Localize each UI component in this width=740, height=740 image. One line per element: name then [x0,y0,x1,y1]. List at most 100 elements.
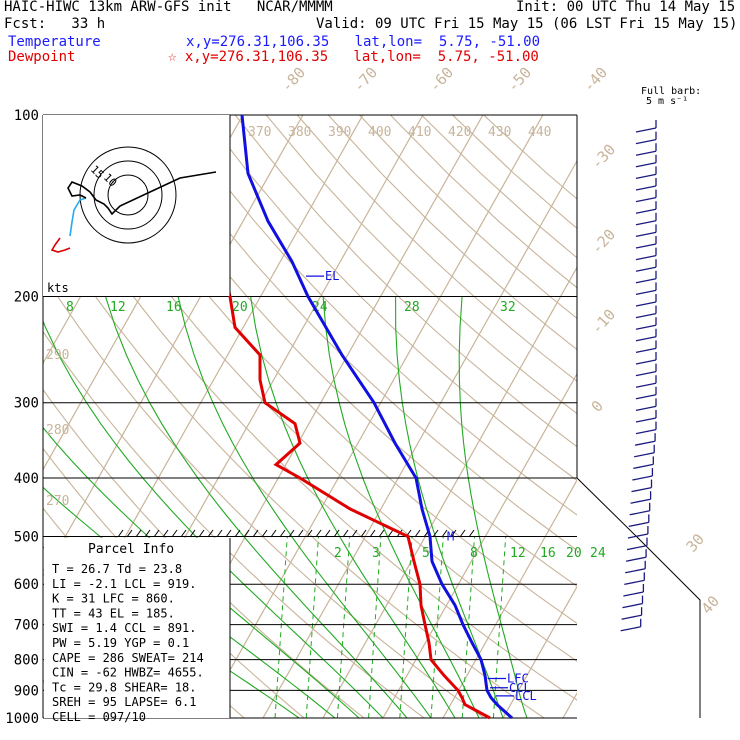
parcel-info-row: T = 26.7 Td = 23.8 [52,562,182,576]
hodograph-trace-low [50,237,71,253]
mixing-ratio-line [399,536,413,718]
pressure-tick-label: 600 [14,577,39,593]
temperature-legend: Temperature [8,34,101,50]
pressure-tick-label: 700 [14,618,39,634]
moist-adiabat [395,296,504,718]
wind-barb-staff [635,347,657,354]
wind-barb [635,143,657,156]
hatch-mark [297,529,304,538]
parcel-info-row: TT = 43 EL = 185. [52,606,175,620]
isotherm-label: -70 [350,63,382,95]
dry-adiabat [43,273,485,718]
wind-barb [635,410,657,423]
mixing-ratio-label-lower: 12 [510,546,526,561]
wind-barb-staff [629,510,650,516]
parcel-info-row: CIN = -62 HWBZ= 4655. [52,666,204,680]
mixing-ratio-line [461,536,475,718]
wind-barb [635,317,657,330]
hatch-mark [243,529,250,538]
temperature-profile [240,114,513,720]
hatch-mark [369,529,376,538]
wind-barb [635,224,657,238]
wind-barb-staff [622,602,643,609]
wind-barb [635,120,657,133]
init-time: Init: 00 UTC Thu 14 May 15 [516,0,736,15]
hatch-mark [459,529,466,538]
pressure-tick-label: 300 [14,396,39,412]
barb-panel-edge [576,477,701,718]
wind-barb-staff [635,312,657,319]
mixing-ratio-line [336,536,351,718]
wind-barb-staff [635,278,657,284]
wind-barb [628,514,650,528]
pressure-tick-label: 500 [14,529,39,545]
dry-adiabat [390,115,577,289]
isotherm-line [262,159,577,718]
wind-barb-staff [625,556,647,562]
theta-label: 400 [368,125,391,140]
wind-barb [622,595,644,609]
wind-barb-staff [635,231,657,238]
wind-barb [623,584,645,597]
parcel-info-row: SWI = 1.4 CCL = 891. [52,621,197,635]
wind-barb [635,398,657,412]
wind-barb [635,421,657,435]
wind-barb-staff [635,243,657,249]
hatch-mark [441,529,448,538]
theta-label: 380 [288,125,311,140]
wind-barb-staff [635,405,657,412]
wind-barb-staff [635,289,657,296]
mixing-ratio-label: 12 [110,300,126,315]
wind-barb-staff [635,301,657,307]
mixing-ratio-label-lower: 3 [372,546,380,561]
wind-barb [634,444,655,458]
hatch-mark [126,529,133,538]
wind-barb [635,236,657,249]
forecast-hour: Fcst: 33 h [4,16,106,32]
parcel-info-row: PW = 5.19 YGP = 0.1 [52,636,189,650]
mixing-ratio-label: 16 [166,300,182,315]
hatch-mark [324,529,331,538]
dry-adiabat [141,115,577,551]
wind-barb [635,154,657,168]
mixing-ratio-label-lower: 2 [334,546,342,561]
mixing-ratio-line [305,536,319,718]
wind-barb-staff [634,440,656,446]
isotherm-label: -80 [278,63,310,95]
theta-label-left: 290 [46,348,69,363]
dry-adiabat [265,115,577,415]
hatch-mark [153,529,160,538]
theta-label: 410 [408,125,431,140]
level-marker-label: EL [325,269,339,283]
wind-barb-staff [623,591,644,597]
wind-barb [635,375,657,388]
isotherm-label: -10 [588,305,620,337]
parcel-panel-background [44,538,230,718]
wind-barb-staff [635,162,657,168]
moist-adiabat [458,296,528,718]
parcel-info-row: LI = -2.1 LCL = 919. [52,577,197,591]
wind-barb-staff [630,498,651,504]
wind-barb-staff [635,417,657,423]
hatch-mark [315,529,322,538]
wind-barb-staff [635,173,657,180]
isotherm-line [562,691,577,718]
pressure-tick-label: 100 [14,108,39,124]
wind-barb-staff [635,150,657,156]
mixing-ratio-line [430,536,444,718]
valid-time: Valid: 09 UTC Fri 15 May 15 (06 LST Fri … [316,16,738,32]
level-marker-label: LCL [515,689,537,703]
isotherm-label: -40 [580,63,612,95]
hatch-mark [216,529,223,538]
wind-barb [621,607,643,620]
dry-adiabat [203,115,577,482]
hodograph-trace-upper [67,171,217,216]
dewpoint-location: ☆ x,y=276.31,106.35 lat,lon= 5.75, -51.0… [168,49,539,65]
mixing-ratio-label-lower: 8 [470,546,478,561]
wind-barb-staff [635,220,657,226]
mixing-ratio-label-lower: 20 [566,546,582,561]
wind-barb [635,328,657,342]
wind-barb [635,352,657,365]
